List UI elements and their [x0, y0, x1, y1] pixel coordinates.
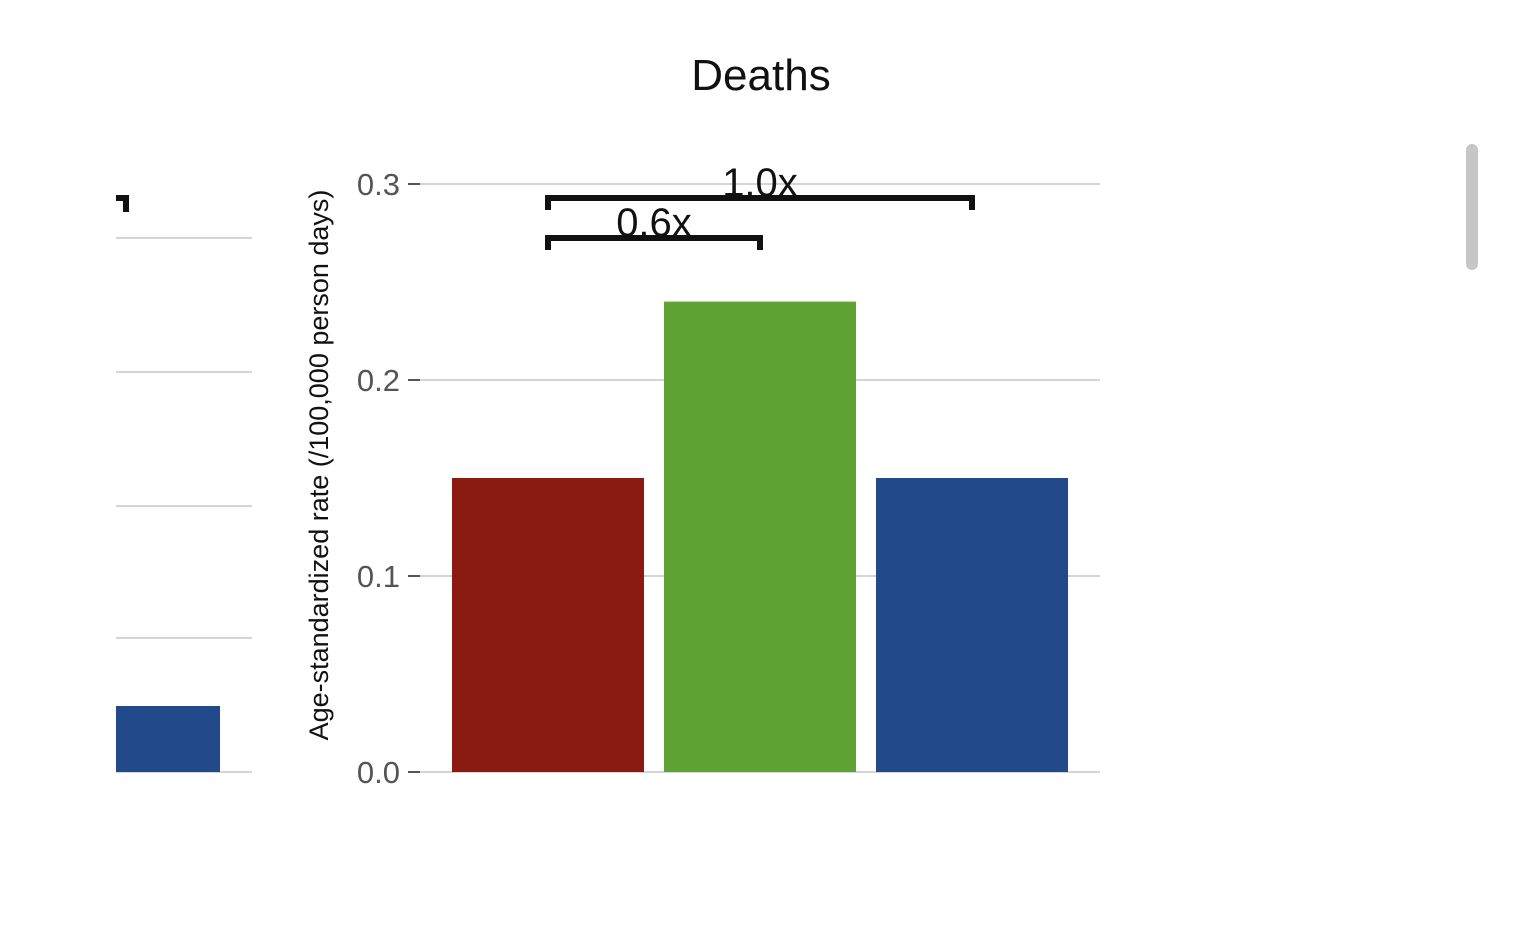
ratio-brackets: 0.6x 1.0x [545, 161, 975, 250]
y-tick-label: 0.0 [357, 755, 400, 790]
ratio-label: 0.6x [616, 201, 692, 245]
y-tick-label: 0.1 [357, 559, 400, 594]
y-axis: 0.0 0.1 0.2 0.3 [357, 167, 420, 790]
scrollbar-thumb[interactable] [1466, 144, 1478, 270]
bar-3 [876, 478, 1068, 772]
y-tick-label: 0.3 [357, 167, 400, 202]
partial-bar [116, 706, 220, 772]
partial-bracket [116, 195, 129, 212]
chart-title: Deaths [691, 51, 830, 100]
bar-1 [452, 478, 644, 772]
y-axis-label: Age-standardized rate (/100,000 person d… [304, 190, 334, 741]
ratio-bracket [545, 235, 763, 250]
ratio-bracket [545, 195, 975, 210]
ratio-label: 1.0x [722, 161, 798, 205]
y-tick-label: 0.2 [357, 363, 400, 398]
partial-left-panel [116, 195, 252, 773]
bars [452, 301, 1068, 772]
bar-2 [664, 301, 856, 772]
